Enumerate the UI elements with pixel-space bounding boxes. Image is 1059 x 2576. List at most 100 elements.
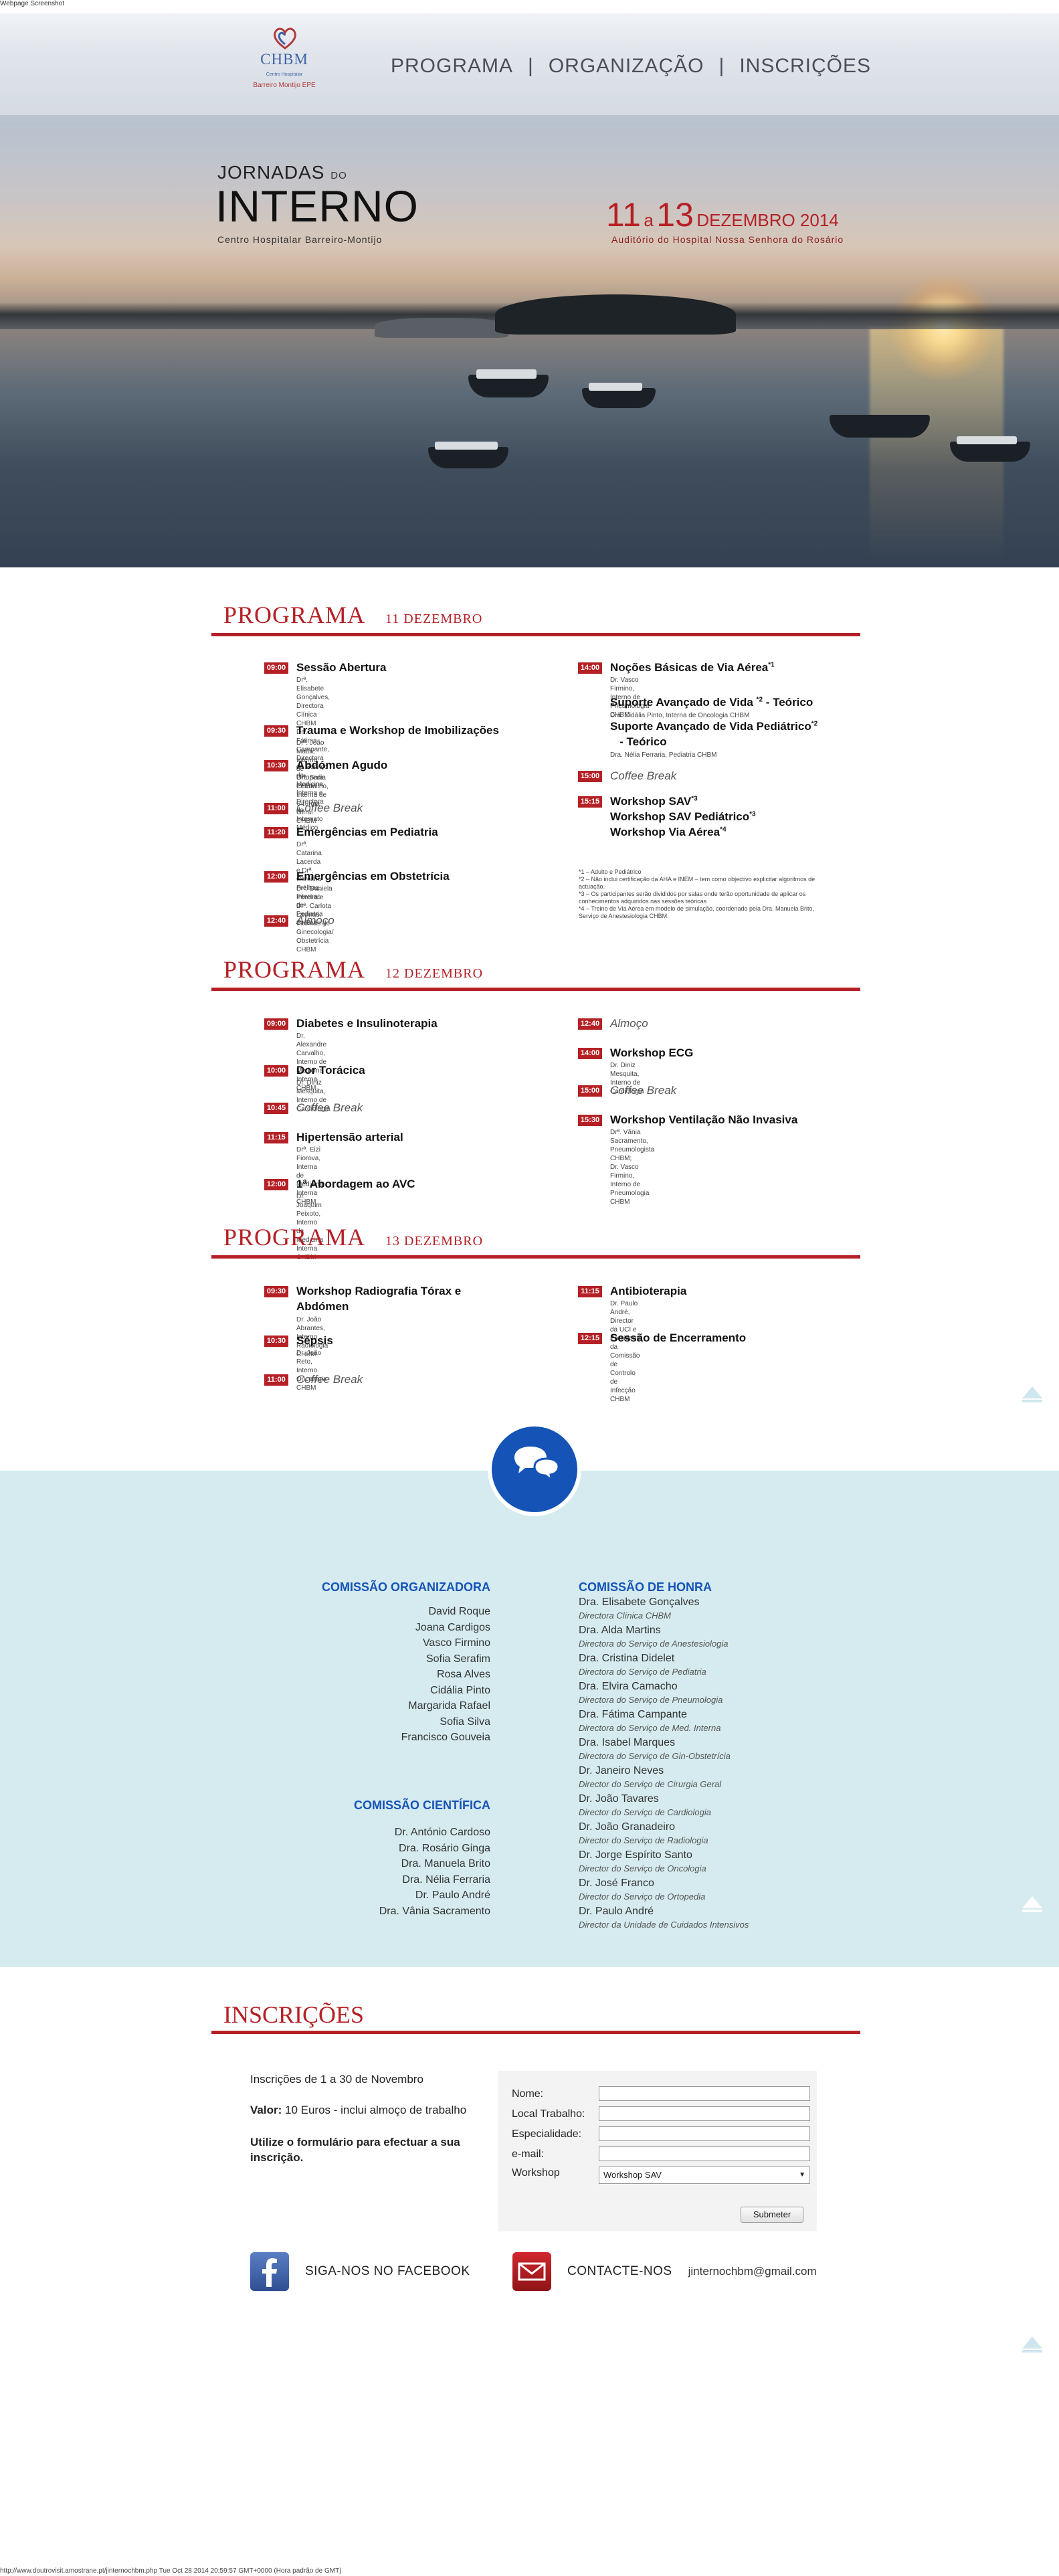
time-badge: 14:00: [578, 662, 602, 674]
member-name: Dr. Janeiro Neves: [579, 1765, 664, 1776]
nav-programa[interactable]: PROGRAMA: [391, 55, 514, 77]
commission-section: [0, 1471, 1059, 1967]
program-title: PROGRAMA: [223, 602, 366, 628]
footnote-marker: *4: [720, 826, 727, 834]
session-title: Workshop SAV*3: [610, 795, 698, 808]
session-title: Workshop SAV Pediátrico*3: [610, 810, 756, 824]
registration-price: Valor: 10 Euros - inclui almoço de traba…: [250, 2104, 466, 2117]
member-name: Dra. Fátima Campante: [579, 1709, 687, 1720]
footnote: *2 – Não inclui certificação da AHA e IN…: [579, 876, 815, 890]
scroll-top-arrow-icon[interactable]: [1021, 1384, 1044, 1404]
time-badge: 10:00: [264, 1065, 288, 1077]
speaker-line: Drª. Daniela Pereira e Drª. Carlota Lavi…: [296, 885, 332, 919]
submit-button[interactable]: Submeter: [741, 2207, 803, 2223]
member-name: David Roque: [428, 1606, 491, 1617]
speaker-line: Médico: [296, 824, 318, 832]
speaker-line: CHBM: [296, 818, 316, 825]
contact-email[interactable]: jinternochbm@gmail.com: [688, 2265, 817, 2278]
session-title-text: Workshop SAV Pediátrico: [610, 810, 750, 823]
time-badge: 15:30: [578, 1115, 602, 1126]
speaker-line: Drª. Vânia Sacramento, Pneumologista CHB…: [610, 1129, 655, 1162]
time-badge: 09:30: [264, 1286, 288, 1297]
specialty-field[interactable]: [599, 2126, 810, 2141]
speaker-line: Internas de Ginecologia/ Obstetrícia CHB…: [296, 920, 334, 953]
workplace-field[interactable]: [599, 2106, 810, 2121]
footnote: *4 – Treino de Via Aérea em modelo de si…: [579, 905, 815, 919]
registration-heading: INSCRIÇÕES: [223, 2001, 365, 2028]
email-field[interactable]: [599, 2146, 810, 2161]
speaker-line: Drª. Catarina Lacerda e Drª. Carolina Pr…: [296, 841, 322, 892]
time-badge: 14:00: [578, 1048, 602, 1059]
event-title-prefix: JORNADAS DO: [217, 162, 347, 183]
event-venue: Auditório do Hospital Nossa Senhora do R…: [611, 234, 844, 245]
session-title: Trauma e Workshop de Imobilizações: [296, 724, 499, 737]
logo-subtitle: Centro Hospitalar: [266, 72, 303, 77]
registration-cta: Utilize o formulário para efectuar a sua…: [250, 2134, 460, 2165]
session-speaker: Drº. João Matta, Interno de Ortopedia CH…: [296, 739, 326, 791]
break-title: Coffee Break: [296, 1101, 363, 1114]
chbm-logo[interactable]: CHBM Centro Hospitalar Barreiro Montijo …: [248, 25, 321, 99]
member-name: Dra. Elisabete Gonçalves: [579, 1596, 700, 1608]
footnote: *1 – Adulto e Pediátrico: [579, 868, 642, 875]
time-badge: 10:45: [264, 1103, 288, 1114]
session-title: Suporte Avançado de Vida *2 - Teórico: [610, 696, 813, 709]
time-badge: 11:15: [264, 1132, 288, 1143]
session-title: Sessão Abertura: [296, 661, 387, 674]
member-name: Dr. João Granadeiro: [579, 1821, 676, 1833]
boat: [582, 388, 656, 408]
nav-organizacao[interactable]: ORGANIZAÇÃO: [548, 55, 704, 77]
facebook-link[interactable]: SIGA-NOS NO FACEBOOK: [250, 2252, 470, 2291]
date-connector: a: [644, 210, 654, 230]
boat-cabin: [589, 383, 642, 391]
member-name: Vasco Firmino: [422, 1637, 490, 1649]
member-name: Cidália Pinto: [430, 1684, 490, 1696]
member-name: Dr. António Cardoso: [394, 1827, 490, 1838]
member-name: Dr. Paulo André: [579, 1906, 654, 1917]
time-badge: 09:30: [264, 725, 288, 737]
cta-line: Utilize o formulário para efectuar a sua: [250, 2136, 460, 2148]
speaker-line: Drª. Fátima Campante, Directora do Servi…: [296, 729, 329, 779]
workshop-selected-value: Workshop SAV: [603, 2170, 662, 2180]
session-title: Sépsis: [296, 1334, 333, 1347]
name-field[interactable]: [599, 2086, 810, 2101]
time-badge: 12:15: [578, 1333, 602, 1344]
time-badge: 11:20: [264, 827, 288, 838]
speaker-line: Dr. Diniz Mesquita, Interno de Cardiolog…: [610, 1062, 644, 1095]
time-badge: 15:00: [578, 771, 602, 782]
logo-location: Barreiro Montijo EPE: [253, 82, 316, 89]
speaker-line: Drª. Eizi Fiorova, Interna de Medicina: [296, 1146, 324, 1188]
speaker-line: Dr. Joaquim Peixoto, Interno de Medicina: [296, 1193, 324, 1244]
scroll-top-arrow-icon[interactable]: [1021, 1894, 1044, 1914]
boat-cabin: [476, 369, 537, 379]
workshop-select[interactable]: Workshop SAV ▼: [599, 2167, 810, 2184]
session-speaker: Dr. Alexandre Carvalho, Interno de Medic…: [296, 1032, 326, 1093]
contact-link[interactable]: CONTACTE-NOS jinternochbm@gmail.com: [512, 2252, 817, 2291]
speaker-line: Medicina Interna CHBM: [296, 1067, 324, 1092]
session-title: 1ª Abordagem ao AVC: [296, 1178, 415, 1190]
scroll-top-arrow-icon[interactable]: [1021, 2334, 1044, 2354]
nav-separator: |: [718, 55, 725, 77]
member-name: Rosa Alves: [436, 1669, 490, 1680]
commission-organizing-list: David Roque Joana Cardigos Vasco Firmino…: [401, 1606, 490, 1748]
time-badge: 12:00: [264, 871, 288, 883]
time-badge: 09:00: [264, 1018, 288, 1030]
time-badge: 12:40: [264, 915, 288, 927]
session-title: Antibioterapia: [610, 1285, 687, 1297]
session-title-line2: - Teórico: [610, 735, 667, 748]
boat-cabin: [957, 436, 1017, 444]
nav-inscricoes[interactable]: INSCRIÇÕES: [739, 55, 872, 77]
footnotes: *1 – Adulto e Pediátrico *2 – Não inclui…: [579, 868, 826, 920]
footnote: *3 – Os participantes serão divididos po…: [579, 891, 806, 905]
member-role: Director do Serviço de Ortopedia: [579, 1892, 706, 1902]
chat-bubbles-badge: [488, 1422, 581, 1516]
session-title: Sessão de Encerramento: [610, 1331, 747, 1344]
chevron-down-icon: ▼: [799, 2171, 805, 2179]
speaker-line: Drª. Elisabete Gonçalves, Directora Clín…: [296, 676, 330, 727]
price-label: Valor:: [250, 2104, 282, 2116]
session-title-text: Suporte Avançado de Vida: [610, 696, 757, 709]
heart-logo-icon: [274, 27, 296, 50]
break-title: Coffee Break: [296, 1373, 363, 1386]
session-title: Emergências em Pediatria: [296, 826, 438, 838]
session-title: Dor Torácica: [296, 1064, 365, 1077]
price-value: 10 Euros - inclui almoço de trabalho: [284, 2104, 467, 2116]
